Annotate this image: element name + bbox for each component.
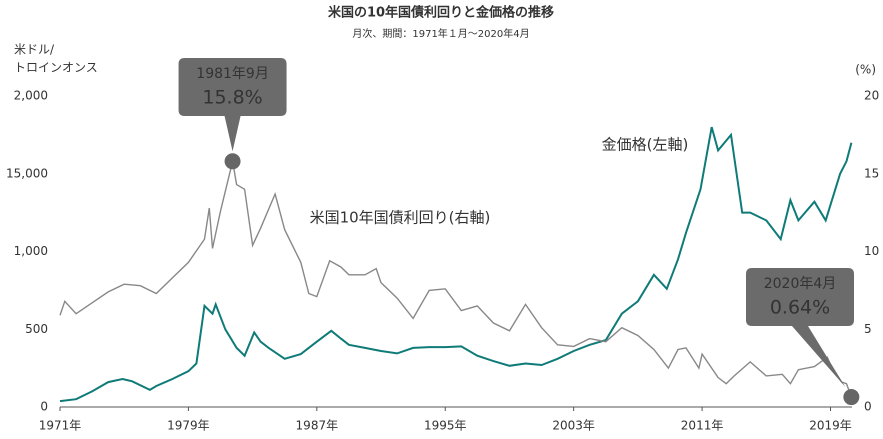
y2-tick-label: 15: [864, 166, 879, 180]
x-tick-label: 1979年: [167, 419, 210, 433]
y2-tick-label: 20: [864, 89, 879, 103]
x-tick-label: 1987年: [296, 419, 339, 433]
annotation-value: 15.8%: [202, 87, 262, 109]
x-tick-label: 1971年: [39, 419, 82, 433]
y2-tick-label: 10: [864, 244, 879, 258]
x-tick-label: 2003年: [552, 419, 595, 433]
x-tick-label: 2019年: [809, 419, 852, 433]
y2-tick-label: 5: [864, 322, 872, 336]
y-tick-label: 2,000: [14, 89, 48, 103]
x-tick-label: 1995年: [424, 419, 467, 433]
annotation-value: 0.64%: [770, 297, 830, 319]
annotation-date: 1981年9月: [196, 66, 269, 82]
y-tick-label: 1,000: [14, 244, 48, 258]
annotation-marker: [224, 153, 241, 170]
series-label: 米国10年国債利回り(右軸): [310, 209, 491, 227]
series-label: 金価格(左軸): [602, 136, 689, 154]
annotation-marker: [843, 389, 860, 406]
series-line: [59, 126, 853, 403]
series-line: [59, 161, 853, 398]
y-tick-label: 0: [40, 400, 48, 414]
y2-tick-label: 0: [864, 400, 872, 414]
y-axis-label: トロインオンス: [14, 61, 98, 75]
annotation-date: 2020年4月: [764, 276, 837, 292]
chart-title: 米国の10年国債利回りと金価格の推移: [328, 5, 554, 21]
callout: [746, 268, 854, 388]
chart-subtitle: 月次、期間：1971年１月～2020年4月: [352, 27, 529, 40]
y-tick-label: 15,000: [6, 166, 48, 180]
y-axis-label: 米ドル/: [14, 43, 55, 57]
y2-axis-label: (%): [855, 63, 876, 77]
callout: [178, 58, 287, 152]
y-tick-label: 500: [25, 322, 48, 336]
x-tick-label: 2011年: [681, 419, 724, 433]
